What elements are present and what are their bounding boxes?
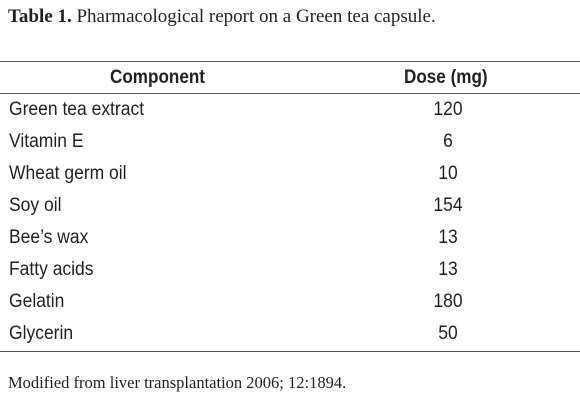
- table-row-5-component: Fatty acids: [9, 259, 94, 280]
- table-caption: Table 1. Pharmacological report on a Gre…: [8, 6, 436, 28]
- table-row-5-dose: 13: [438, 259, 458, 280]
- table-header-rule: [0, 93, 580, 94]
- table-row-4-dose: 13: [438, 227, 458, 248]
- table-caption-text: Pharmacological report on a Green tea ca…: [71, 6, 436, 27]
- table-row-6-component: Gelatin: [9, 291, 65, 312]
- table-row-7-dose: 50: [438, 323, 458, 344]
- table-footnote: Modified from liver transplantation 2006…: [8, 373, 347, 392]
- table-caption-label: Table 1.: [8, 6, 72, 27]
- table-row-0-dose: 120: [433, 99, 463, 120]
- column-header-component: Component: [110, 67, 205, 88]
- table-row-3-dose: 154: [433, 195, 463, 216]
- table-row-1-dose: 6: [443, 131, 453, 152]
- table-bottom-rule: [0, 351, 580, 352]
- table-top-rule: [0, 61, 580, 62]
- table-row-7-component: Glycerin: [9, 323, 74, 344]
- table-row-2-component: Wheat germ oil: [9, 163, 127, 184]
- table-row-6-dose: 180: [433, 291, 463, 312]
- column-header-dose: Dose (mg): [404, 67, 488, 88]
- table-row-4-component: Bee’s wax: [9, 227, 89, 248]
- table-row-0-component: Green tea extract: [9, 99, 145, 120]
- table-row-2-dose: 10: [438, 163, 458, 184]
- table-row-3-component: Soy oil: [9, 195, 62, 216]
- table-row-1-component: Vitamin E: [9, 131, 84, 152]
